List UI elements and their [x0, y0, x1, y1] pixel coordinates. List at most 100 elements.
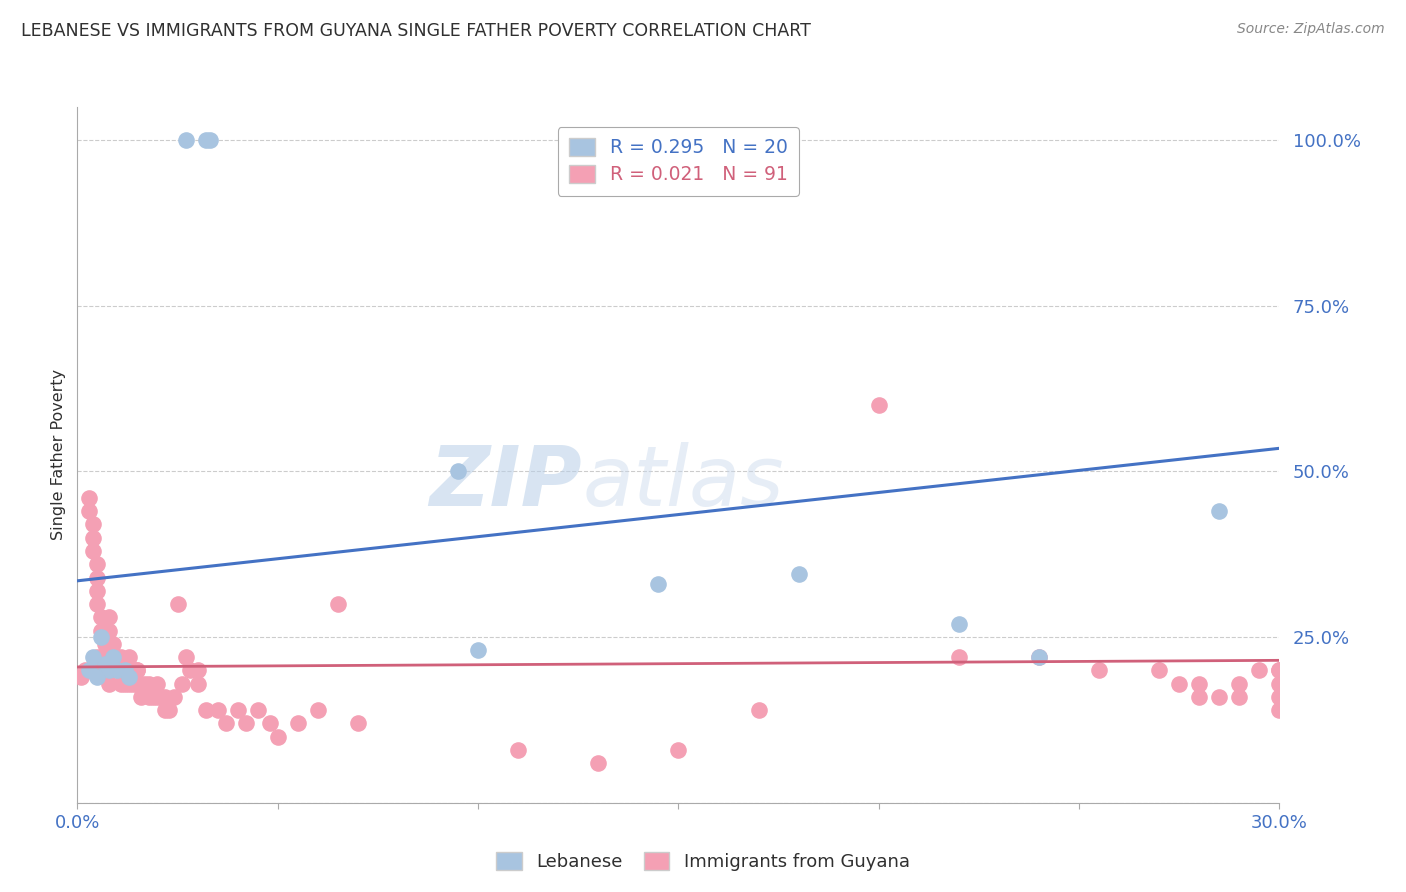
Point	[198, 133, 221, 147]
Point	[1268, 690, 1291, 704]
Point	[94, 657, 117, 671]
Point	[948, 650, 970, 665]
Point	[186, 663, 209, 677]
Point	[1268, 663, 1291, 677]
Point	[267, 730, 290, 744]
Point	[127, 676, 149, 690]
Point	[90, 630, 112, 644]
Point	[155, 690, 177, 704]
Point	[1088, 663, 1111, 677]
Point	[174, 133, 197, 147]
Point	[127, 676, 149, 690]
Point	[86, 650, 108, 665]
Text: atlas: atlas	[582, 442, 785, 524]
Point	[86, 570, 108, 584]
Point	[82, 650, 104, 665]
Point	[127, 663, 149, 677]
Point	[1028, 650, 1050, 665]
Point	[110, 650, 132, 665]
Point	[138, 690, 160, 704]
Point	[98, 663, 121, 677]
Point	[94, 637, 117, 651]
Point	[114, 663, 136, 677]
Point	[98, 663, 121, 677]
Point	[118, 650, 141, 665]
Point	[98, 676, 121, 690]
Point	[90, 663, 112, 677]
Point	[155, 703, 177, 717]
Point	[90, 624, 112, 638]
Text: LEBANESE VS IMMIGRANTS FROM GUYANA SINGLE FATHER POVERTY CORRELATION CHART: LEBANESE VS IMMIGRANTS FROM GUYANA SINGL…	[21, 22, 811, 40]
Point	[948, 616, 970, 631]
Point	[235, 716, 257, 731]
Point	[1268, 663, 1291, 677]
Point	[90, 610, 112, 624]
Point	[668, 743, 690, 757]
Point	[868, 398, 890, 412]
Point	[79, 663, 101, 677]
Point	[1168, 676, 1191, 690]
Point	[748, 703, 770, 717]
Text: ZIP: ZIP	[430, 442, 582, 524]
Point	[94, 650, 117, 665]
Y-axis label: Single Father Poverty: Single Father Poverty	[51, 369, 66, 541]
Point	[86, 670, 108, 684]
Point	[146, 690, 169, 704]
Point	[226, 703, 249, 717]
Point	[82, 517, 104, 532]
Point	[118, 663, 141, 677]
Point	[103, 650, 125, 665]
Point	[142, 690, 165, 704]
Point	[98, 624, 121, 638]
Legend: Lebanese, Immigrants from Guyana: Lebanese, Immigrants from Guyana	[489, 846, 917, 879]
Point	[1188, 676, 1211, 690]
Point	[326, 597, 349, 611]
Point	[1208, 690, 1230, 704]
Point	[79, 504, 101, 518]
Point	[131, 676, 153, 690]
Point	[122, 676, 145, 690]
Point	[86, 597, 108, 611]
Point	[98, 610, 121, 624]
Point	[508, 743, 530, 757]
Point	[103, 637, 125, 651]
Point	[114, 676, 136, 690]
Point	[1229, 690, 1251, 704]
Point	[134, 676, 156, 690]
Point	[287, 716, 309, 731]
Point	[1188, 690, 1211, 704]
Point	[118, 670, 141, 684]
Point	[122, 663, 145, 677]
Point	[186, 676, 209, 690]
Point	[447, 465, 470, 479]
Point	[1229, 676, 1251, 690]
Point	[1149, 663, 1171, 677]
Legend: R = 0.295   N = 20, R = 0.021   N = 91: R = 0.295 N = 20, R = 0.021 N = 91	[558, 127, 799, 195]
Point	[259, 716, 281, 731]
Point	[214, 716, 236, 731]
Point	[467, 643, 489, 657]
Point	[138, 676, 160, 690]
Point	[86, 583, 108, 598]
Point	[110, 676, 132, 690]
Point	[107, 650, 129, 665]
Point	[86, 558, 108, 572]
Point	[1268, 676, 1291, 690]
Point	[207, 703, 229, 717]
Point	[246, 703, 269, 717]
Point	[347, 716, 370, 731]
Point	[787, 567, 810, 582]
Point	[107, 663, 129, 677]
Point	[162, 690, 184, 704]
Point	[127, 663, 149, 677]
Point	[150, 690, 173, 704]
Point	[82, 544, 104, 558]
Point	[174, 650, 197, 665]
Point	[118, 676, 141, 690]
Point	[146, 676, 169, 690]
Text: Source: ZipAtlas.com: Source: ZipAtlas.com	[1237, 22, 1385, 37]
Point	[588, 756, 610, 770]
Point	[103, 663, 125, 677]
Point	[70, 670, 93, 684]
Point	[1249, 663, 1271, 677]
